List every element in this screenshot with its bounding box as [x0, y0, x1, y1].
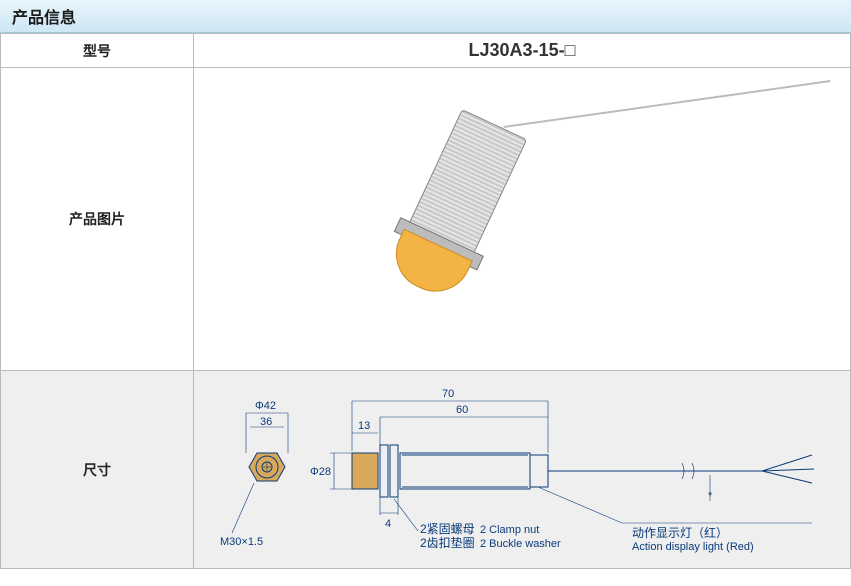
product-illustration: [202, 79, 842, 359]
led-cn: 动作显示灯（红）: [632, 525, 728, 540]
dim-60: 60: [456, 404, 468, 416]
note-washer-cn: 2齿扣垫圈: [420, 535, 475, 550]
label-photo: 产品图片: [1, 68, 194, 371]
dim-36: 36: [260, 416, 272, 428]
value-dims: Φ42 36 M30×1.5: [194, 371, 851, 569]
side-view: 70 60 13 4 Φ28: [310, 388, 814, 553]
section-header: 产品信息: [0, 0, 851, 33]
row-photo: 产品图片: [1, 68, 851, 371]
label-dims: 尺寸: [1, 371, 194, 569]
value-photo: [194, 68, 851, 371]
dim-phi28: Φ28: [310, 466, 331, 478]
row-dims: 尺寸 Φ42 36: [1, 371, 851, 569]
dim-thread: M30×1.5: [220, 536, 263, 548]
note-clamp-en: 2 Clamp nut: [480, 524, 539, 536]
dim-13: 13: [358, 420, 370, 432]
note-washer-en: 2 Buckle washer: [480, 538, 561, 550]
sensor-body: [386, 109, 526, 302]
label-model: 型号: [1, 34, 194, 68]
section-title: 产品信息: [12, 10, 76, 27]
dimension-drawing: Φ42 36 M30×1.5: [202, 383, 842, 553]
value-model: LJ30A3-15-□: [194, 34, 851, 68]
dim-4: 4: [385, 518, 391, 530]
led-asterisk: *: [708, 490, 713, 502]
sensor-cable: [503, 80, 830, 128]
info-table: 型号 LJ30A3-15-□ 产品图片 尺寸: [0, 33, 851, 569]
front-view: Φ42 36 M30×1.5: [220, 400, 288, 548]
dim-phi42: Φ42: [255, 400, 276, 412]
led-en: Action display light (Red): [632, 541, 754, 553]
dim-70: 70: [442, 388, 454, 400]
note-clamp-cn: 2紧固螺母: [420, 522, 475, 536]
row-model: 型号 LJ30A3-15-□: [1, 34, 851, 68]
